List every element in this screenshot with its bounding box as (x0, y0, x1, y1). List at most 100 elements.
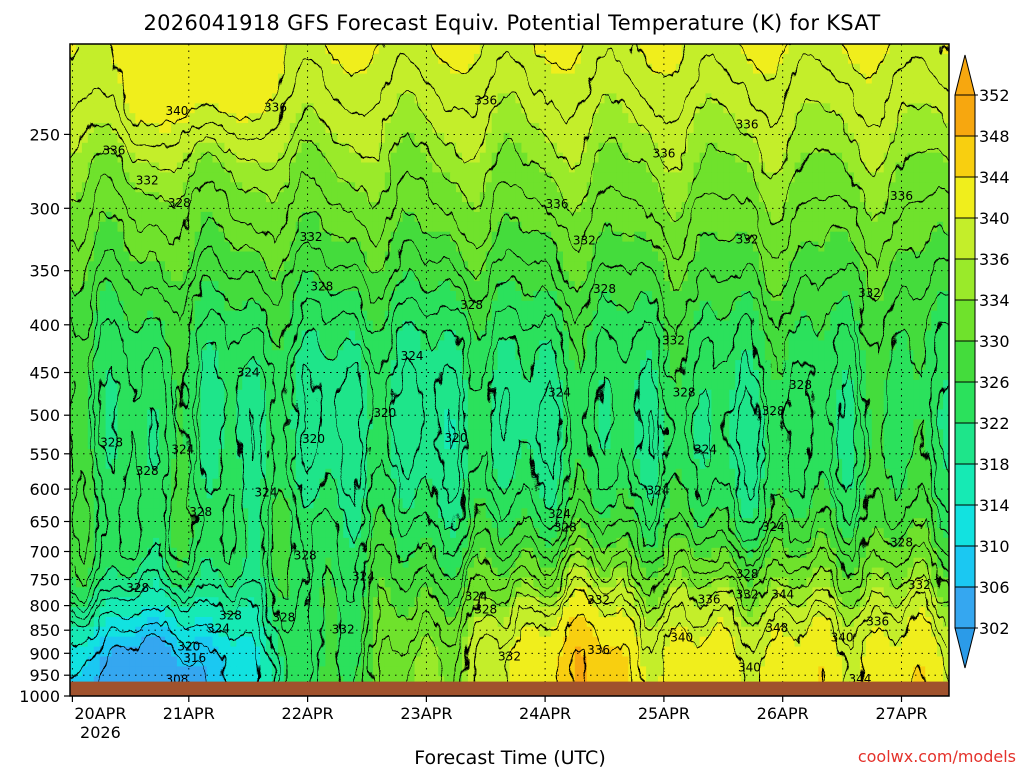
field-cell (943, 142, 949, 154)
field-cell (224, 103, 231, 114)
field-cell (242, 241, 249, 253)
field-cell (854, 360, 861, 371)
field-cell (188, 370, 196, 381)
field-cell (117, 113, 124, 124)
field-cell (580, 123, 588, 134)
field-cell (735, 83, 742, 94)
field-cell (99, 192, 107, 203)
field-cell (129, 73, 136, 85)
field-cell (248, 53, 255, 65)
field-cell (75, 251, 83, 262)
field-cell (456, 83, 463, 94)
field-cell (325, 241, 332, 253)
field-cell (75, 53, 83, 65)
field-cell (426, 340, 433, 351)
field-cell (770, 271, 778, 282)
field-cell (937, 231, 944, 243)
field-cell (396, 231, 404, 243)
field-cell (794, 211, 802, 223)
field-cell (568, 310, 576, 322)
field-cell (283, 162, 291, 173)
field-cell (788, 202, 796, 213)
field-cell (586, 83, 594, 94)
field-cell (830, 271, 837, 282)
field-cell (271, 44, 279, 55)
field-cell (907, 142, 914, 154)
field-cell (432, 370, 439, 381)
field-cell (343, 83, 350, 94)
field-cell (604, 221, 611, 233)
field-cell (295, 192, 303, 203)
field-cell (533, 182, 540, 193)
field-cell (937, 63, 944, 75)
field-cell (254, 103, 261, 114)
field-cell (254, 202, 261, 213)
field-cell (248, 281, 255, 292)
field-cell (212, 261, 219, 272)
field-cell (812, 63, 819, 75)
field-cell (937, 83, 944, 94)
field-cell (444, 73, 451, 85)
field-cell (675, 370, 683, 381)
field-cell (658, 221, 665, 233)
field-cell (628, 63, 635, 75)
field-cell (533, 340, 540, 351)
field-cell (943, 261, 949, 272)
field-cell (188, 63, 196, 75)
field-cell (485, 360, 493, 371)
field-cell (943, 330, 949, 341)
field-cell (877, 113, 885, 124)
field-cell (182, 44, 190, 55)
field-cell (782, 142, 790, 154)
field-cell (901, 202, 908, 213)
field-cell (343, 310, 350, 322)
field-cell (75, 271, 83, 282)
field-cell (824, 291, 831, 302)
field-cell (854, 340, 861, 351)
field-cell (414, 320, 421, 332)
field-cell (313, 142, 320, 154)
field-cell (675, 123, 683, 134)
field-cell (319, 73, 326, 85)
field-cell (640, 142, 647, 154)
field-cell (937, 360, 944, 371)
field-cell (372, 340, 380, 351)
field-cell (515, 73, 522, 85)
field-cell (135, 340, 142, 351)
field-cell (830, 93, 837, 104)
field-cell (937, 142, 944, 154)
field-cell (521, 251, 528, 262)
field-cell (420, 320, 427, 332)
field-cell (218, 300, 225, 312)
field-cell (824, 73, 831, 85)
field-cell (883, 211, 891, 223)
field-cell (123, 202, 130, 213)
field-cell (372, 152, 380, 164)
field-cell (224, 340, 231, 351)
field-cell (153, 44, 160, 55)
field-cell (557, 192, 564, 203)
field-cell (776, 113, 784, 124)
field-cell (776, 330, 784, 341)
field-cell (176, 231, 184, 243)
field-cell (646, 350, 653, 361)
field-cell (337, 73, 344, 85)
field-cell (224, 172, 231, 183)
field-cell (675, 340, 683, 351)
field-cell (693, 162, 701, 173)
field-cell (669, 44, 677, 55)
field-cell (218, 132, 225, 144)
field-cell (224, 93, 231, 104)
field-cell (919, 73, 926, 85)
field-cell (70, 113, 77, 124)
field-cell (218, 103, 225, 114)
field-cell (105, 271, 113, 282)
field-cell (432, 350, 439, 361)
field-cell (574, 113, 582, 124)
field-cell (337, 44, 344, 55)
field-cell (402, 93, 410, 104)
field-cell (325, 281, 332, 292)
field-cell (390, 340, 398, 351)
field-cell (372, 44, 380, 55)
field-cell (153, 320, 160, 332)
